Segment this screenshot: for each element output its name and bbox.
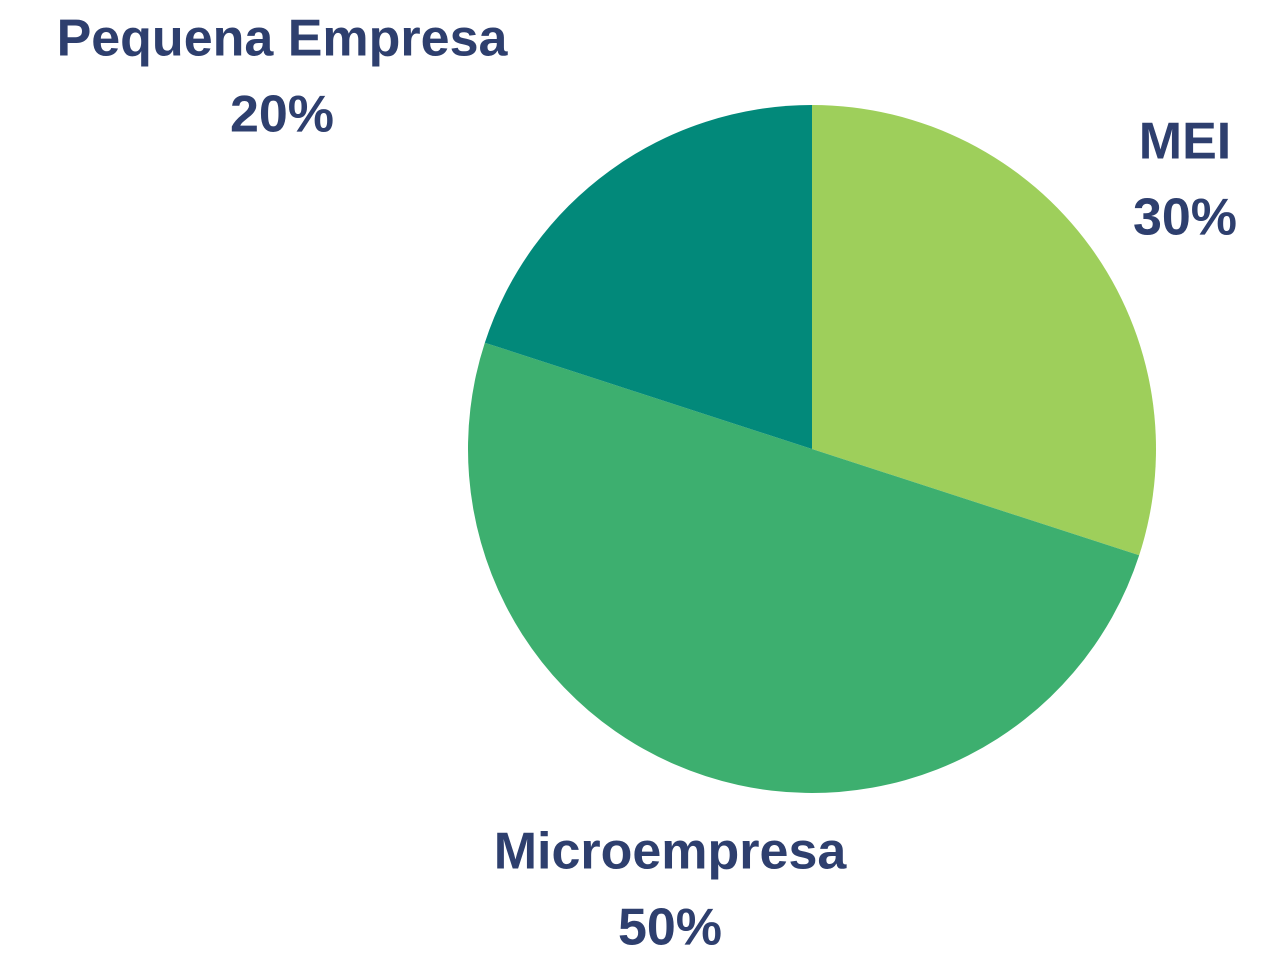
value-label: 20% (230, 86, 334, 144)
slice-label: MEI (1139, 113, 1231, 171)
slice-label: Microempresa (494, 823, 848, 881)
pie-slice (484, 105, 812, 449)
value-label: 30% (1133, 189, 1237, 247)
value-label: 50% (618, 899, 722, 954)
pie-slice (812, 105, 1156, 556)
pie-slice (467, 342, 1140, 793)
slice-label: Pequena Empresa (57, 10, 509, 68)
